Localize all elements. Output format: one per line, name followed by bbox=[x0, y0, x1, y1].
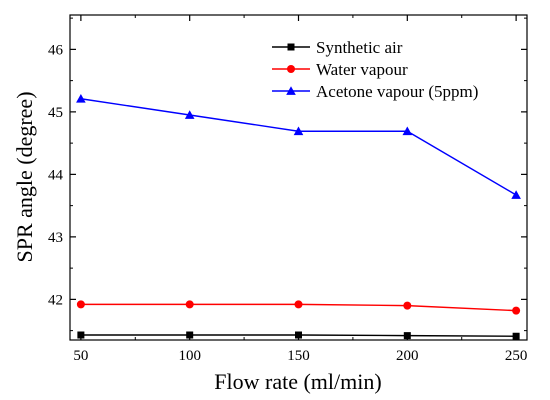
data-point bbox=[403, 332, 411, 340]
data-point bbox=[403, 301, 412, 310]
y-tick-label: 42 bbox=[48, 292, 63, 308]
data-point bbox=[293, 126, 304, 136]
axes-layer: 50 100 150 200 250 42 43 44 45 46 bbox=[48, 15, 527, 364]
x-axis-title: Flow rate (ml/min) bbox=[214, 369, 381, 394]
data-point bbox=[512, 332, 520, 340]
data-point bbox=[512, 306, 521, 315]
y-tick-label: 44 bbox=[48, 167, 64, 183]
series-line bbox=[80, 98, 517, 196]
legend: Synthetic air Water vapour Acetone vapour … bbox=[272, 38, 478, 101]
legend-item: Acetone vapour (5ppm) bbox=[272, 82, 478, 101]
legend-marker bbox=[287, 65, 295, 73]
data-point bbox=[76, 93, 86, 103]
data-point bbox=[76, 300, 85, 309]
series-triangle bbox=[76, 93, 521, 199]
legend-item: Synthetic air bbox=[272, 38, 403, 57]
y-tick-label: 45 bbox=[48, 105, 63, 121]
x-tick-label: 200 bbox=[396, 348, 419, 364]
data-point bbox=[184, 110, 195, 119]
y-axis-title: SPR angle (degree) bbox=[12, 91, 37, 262]
series-circle bbox=[76, 300, 521, 315]
plot-frame bbox=[69, 14, 528, 341]
series-layer bbox=[76, 93, 521, 340]
data-point bbox=[185, 300, 194, 309]
data-point bbox=[77, 331, 85, 339]
data-point bbox=[295, 331, 302, 339]
series-square bbox=[77, 331, 520, 340]
legend-label: Water vapour bbox=[316, 60, 408, 79]
x-tick-label: 250 bbox=[505, 348, 528, 364]
legend-marker bbox=[286, 86, 296, 95]
data-point bbox=[511, 190, 521, 199]
x-tick-label: 150 bbox=[287, 348, 310, 364]
y-tick-label: 46 bbox=[48, 42, 64, 58]
y-tick-label: 43 bbox=[48, 230, 63, 246]
data-point bbox=[402, 126, 413, 136]
data-point bbox=[186, 331, 194, 339]
x-tick-label: 50 bbox=[73, 348, 88, 364]
legend-label: Synthetic air bbox=[316, 38, 403, 57]
legend-marker bbox=[287, 43, 295, 51]
x-tick-label: 100 bbox=[178, 348, 201, 364]
legend-item: Water vapour bbox=[272, 60, 408, 79]
legend-label: Acetone vapour (5ppm) bbox=[316, 82, 478, 101]
data-point bbox=[294, 300, 303, 309]
